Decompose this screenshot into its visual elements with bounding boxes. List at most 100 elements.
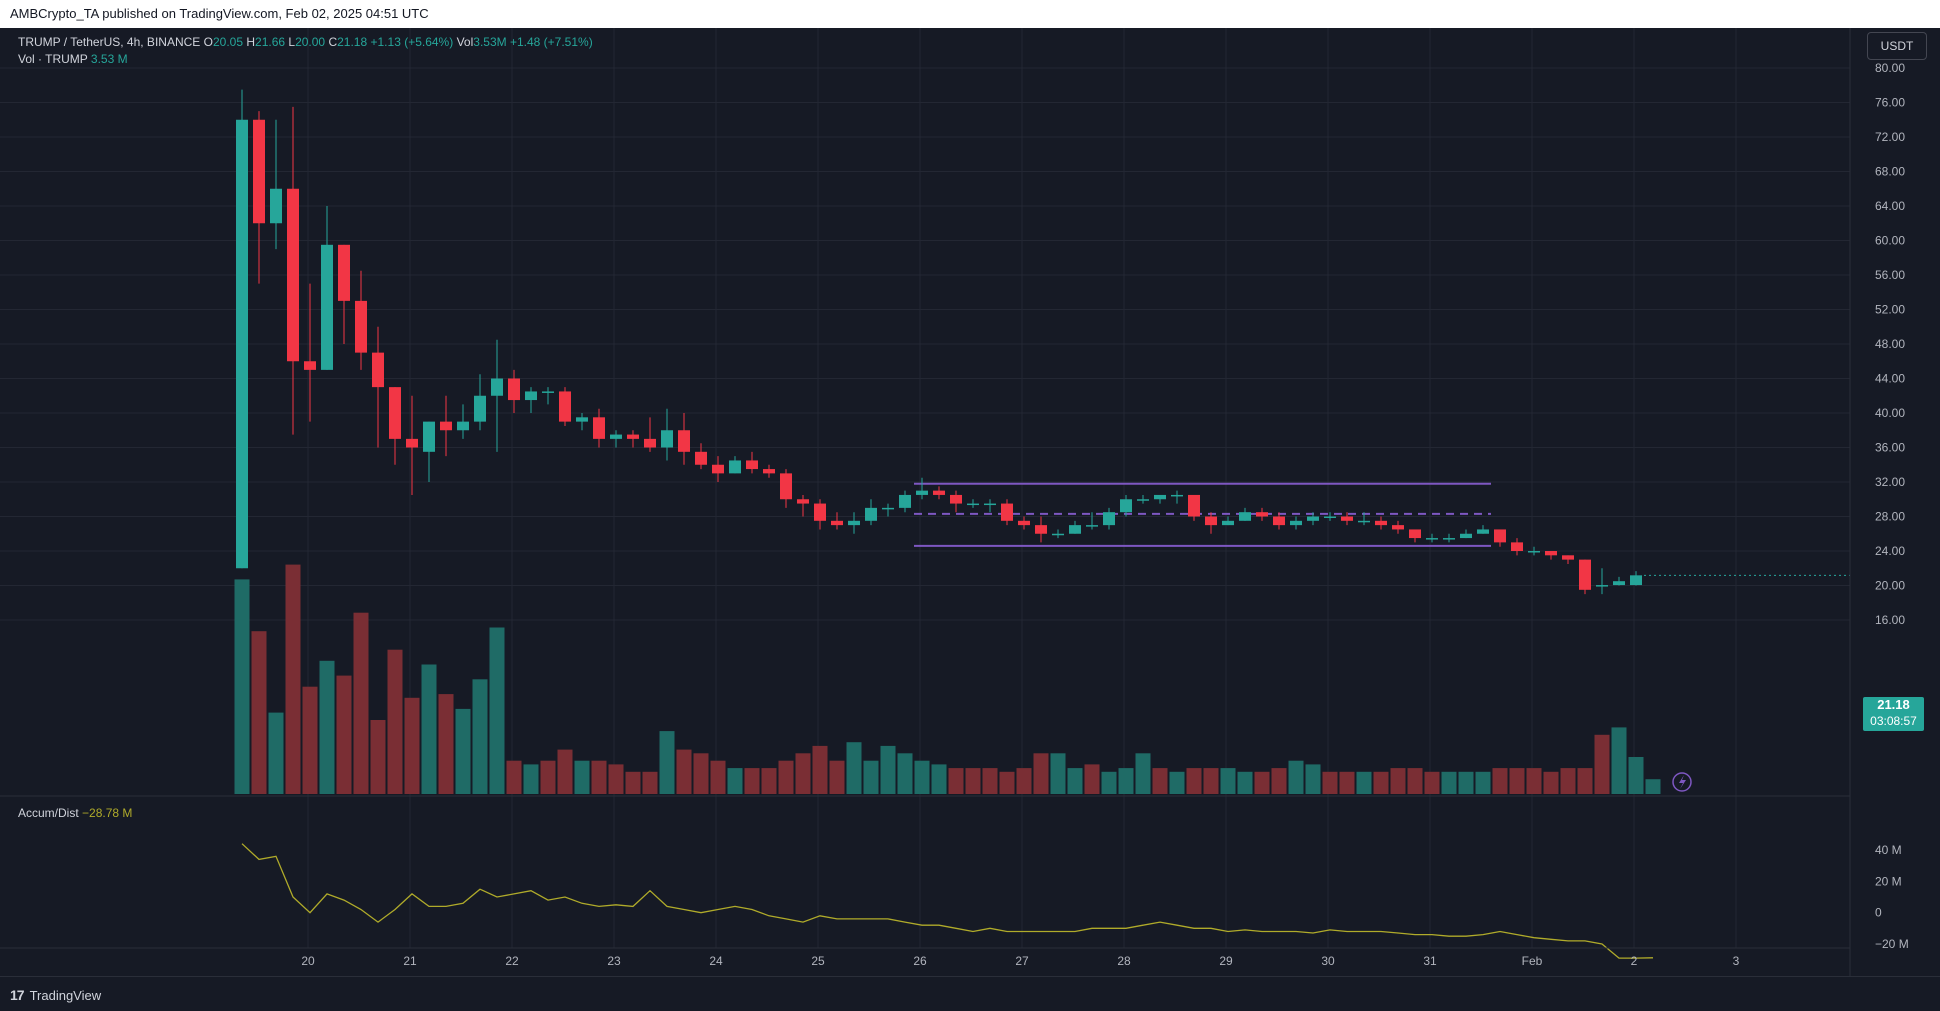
- chart-svg[interactable]: 80.00 76.00 72.00 68.00 64.00 60.00 56.00 52.00…: [0, 28, 1940, 976]
- candle[interactable]: [236, 89, 248, 569]
- candle[interactable]: [338, 244, 350, 344]
- candle[interactable]: [729, 456, 741, 474]
- candle[interactable]: [474, 374, 486, 431]
- candle[interactable]: [1494, 529, 1506, 547]
- candle[interactable]: [559, 387, 571, 426]
- candle[interactable]: [1035, 516, 1047, 543]
- candle[interactable]: [1239, 507, 1251, 521]
- candle[interactable]: [746, 451, 758, 474]
- candle[interactable]: [763, 464, 775, 478]
- ad-legend-name[interactable]: Accum/Dist: [18, 806, 79, 820]
- candle[interactable]: [950, 490, 962, 513]
- candle[interactable]: [1188, 494, 1200, 521]
- candle[interactable]: [491, 339, 503, 452]
- candle[interactable]: [1341, 512, 1353, 526]
- candle[interactable]: [457, 404, 469, 439]
- candle[interactable]: [1545, 551, 1557, 560]
- legend-volume-label[interactable]: Vol · TRUMP: [18, 52, 88, 66]
- candle[interactable]: [1358, 512, 1370, 526]
- candle[interactable]: [984, 499, 996, 513]
- candle-body: [338, 244, 350, 301]
- candle[interactable]: [1596, 568, 1608, 595]
- candle[interactable]: [423, 421, 435, 482]
- candle[interactable]: [1137, 494, 1149, 504]
- candle[interactable]: [1477, 525, 1489, 534]
- candle[interactable]: [1528, 546, 1540, 556]
- candle[interactable]: [610, 430, 622, 448]
- legend-c-label: C: [328, 35, 338, 49]
- candle[interactable]: [644, 417, 656, 452]
- candle[interactable]: [1052, 529, 1064, 539]
- candle[interactable]: [1205, 512, 1217, 534]
- lightning-icon[interactable]: [1672, 772, 1692, 792]
- candle[interactable]: [780, 469, 792, 508]
- candle[interactable]: [389, 387, 401, 465]
- volume-bar: [965, 768, 981, 794]
- candle[interactable]: [440, 395, 452, 457]
- candle[interactable]: [1324, 512, 1336, 521]
- candle[interactable]: [1307, 512, 1319, 526]
- candle[interactable]: [1630, 571, 1642, 586]
- candle[interactable]: [355, 270, 367, 370]
- candle[interactable]: [304, 283, 316, 422]
- candle[interactable]: [576, 413, 588, 431]
- candle[interactable]: [1086, 512, 1098, 530]
- tradingview-logo[interactable]: 17 TradingView: [10, 987, 101, 1003]
- candle[interactable]: [1460, 529, 1472, 539]
- candle[interactable]: [1120, 494, 1132, 517]
- candle[interactable]: [321, 206, 333, 370]
- ad-axis[interactable]: 40 M 20 M 0 −20 M: [1875, 843, 1909, 951]
- candle[interactable]: [1613, 576, 1625, 586]
- candle[interactable]: [1290, 516, 1302, 530]
- currency-button[interactable]: USDT: [1867, 32, 1927, 60]
- candle[interactable]: [287, 106, 299, 435]
- candle[interactable]: [899, 490, 911, 513]
- legend-symbol[interactable]: TRUMP / TetherUS, 4h, BINANCE: [18, 35, 201, 49]
- candle[interactable]: [814, 499, 826, 530]
- candles[interactable]: [236, 89, 1850, 595]
- candle[interactable]: [593, 408, 605, 448]
- candle[interactable]: [1375, 516, 1387, 530]
- candle[interactable]: [661, 408, 673, 461]
- candle[interactable]: [1018, 516, 1030, 530]
- candle[interactable]: [695, 443, 707, 470]
- candle[interactable]: [916, 477, 928, 500]
- candle[interactable]: [1171, 490, 1183, 504]
- candle[interactable]: [542, 387, 554, 405]
- candle[interactable]: [1392, 520, 1404, 534]
- chart-area[interactable]: 80.00 76.00 72.00 68.00 64.00 60.00 56.00 52.00…: [0, 28, 1940, 976]
- candle[interactable]: [797, 494, 809, 517]
- candle[interactable]: [865, 499, 877, 526]
- candle[interactable]: [1001, 499, 1013, 526]
- candle[interactable]: [1511, 538, 1523, 556]
- candle[interactable]: [270, 119, 282, 250]
- candle[interactable]: [678, 413, 690, 465]
- candle[interactable]: [933, 486, 945, 500]
- candle[interactable]: [712, 456, 724, 482]
- candle-body: [1426, 538, 1438, 540]
- candle[interactable]: [1103, 507, 1115, 530]
- candle[interactable]: [848, 512, 860, 534]
- candle[interactable]: [1154, 494, 1166, 504]
- candle[interactable]: [406, 395, 418, 495]
- candle[interactable]: [1562, 555, 1574, 564]
- candle[interactable]: [1256, 507, 1268, 521]
- candle[interactable]: [1426, 533, 1438, 543]
- candle[interactable]: [508, 369, 520, 413]
- price-axis[interactable]: 80.00 76.00 72.00 68.00 64.00 60.00 56.00 52.00…: [1875, 61, 1905, 627]
- time-axis[interactable]: 20 21 22 23 24 25 26 27 28 29 30 31 Feb 2 3: [301, 954, 1739, 968]
- candle[interactable]: [831, 512, 843, 530]
- candle[interactable]: [1579, 559, 1591, 595]
- candle[interactable]: [1222, 516, 1234, 526]
- candle[interactable]: [1273, 512, 1285, 530]
- candle[interactable]: [372, 326, 384, 448]
- candle-body: [865, 507, 877, 521]
- candle[interactable]: [627, 430, 639, 448]
- candle[interactable]: [1409, 529, 1421, 543]
- candle[interactable]: [1443, 533, 1455, 543]
- candle[interactable]: [967, 499, 979, 508]
- candle[interactable]: [525, 387, 537, 413]
- candle[interactable]: [882, 503, 894, 517]
- candle[interactable]: [253, 111, 265, 284]
- candle[interactable]: [1069, 520, 1081, 534]
